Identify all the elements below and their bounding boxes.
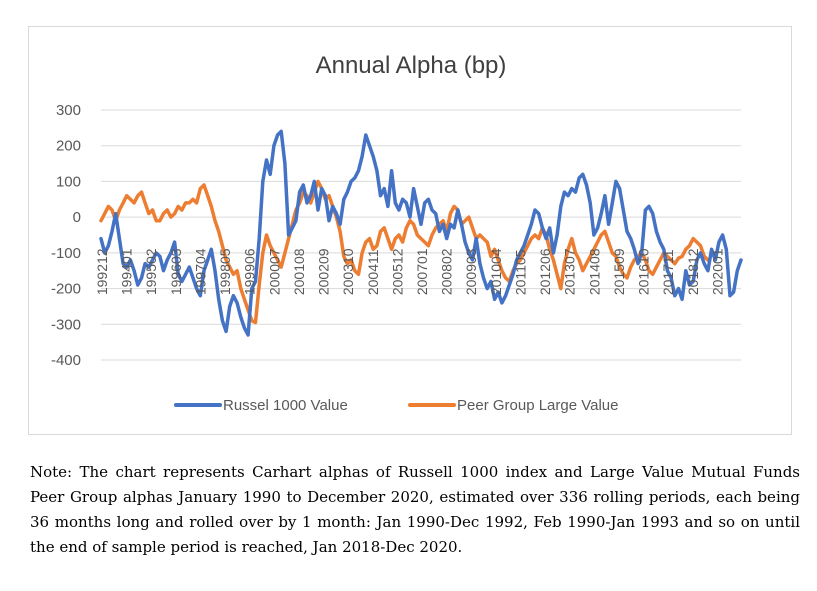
x-tick-label: 200903 — [463, 248, 479, 295]
x-tick-label: 201105 — [513, 249, 529, 295]
x-tick-label: 200802 — [439, 248, 455, 295]
series-lines — [99, 129, 743, 337]
x-tick-label: 199805 — [217, 248, 233, 295]
x-tick-label: 199704 — [193, 248, 209, 295]
y-tick-label: -100 — [51, 245, 81, 262]
x-tick-label: 201711 — [660, 249, 676, 295]
line-chart: Annual Alpha (bp) 300 200 100 0 -100 -200 -300… — [51, 52, 743, 414]
x-tick-label: 201812 — [685, 248, 701, 295]
y-tick-label: -400 — [51, 352, 81, 369]
x-tick-label: 202001 — [709, 248, 725, 295]
chart-title: Annual Alpha (bp) — [316, 52, 507, 79]
y-tick-label: 300 — [56, 102, 81, 119]
x-tick-label: 199906 — [242, 248, 258, 295]
y-tick-label: 100 — [56, 173, 81, 190]
x-tick-label: 200108 — [291, 248, 307, 295]
x-tick-label: 201206 — [537, 248, 553, 295]
series-line-1 — [99, 179, 710, 325]
x-tick-label: 200512 — [389, 248, 405, 295]
x-tick-label: 199401 — [119, 248, 135, 295]
y-tick-label: -300 — [51, 316, 81, 333]
y-tick-label: -200 — [51, 281, 81, 298]
x-tick-label: 200209 — [316, 248, 332, 295]
x-tick-label: 199603 — [168, 248, 184, 295]
y-axis-ticks: 300 200 100 0 -100 -200 -300 -400 — [51, 102, 81, 369]
legend-label-0: Russel 1000 Value — [223, 397, 348, 414]
x-tick-label: 201509 — [611, 248, 627, 295]
x-tick-label: 200701 — [414, 248, 430, 295]
x-tick-label: 199212 — [94, 248, 110, 295]
legend: Russel 1000 Value Peer Group Large Value — [174, 397, 619, 414]
x-tick-label: 201307 — [562, 248, 578, 295]
x-tick-label: 201610 — [636, 248, 652, 295]
x-tick-label: 200411 — [365, 249, 381, 295]
x-tick-label: 200007 — [266, 248, 282, 295]
chart-note: Note: The chart represents Carhart alpha… — [30, 463, 800, 556]
series-line-0 — [99, 129, 743, 337]
legend-label-1: Peer Group Large Value — [457, 397, 619, 414]
y-tick-label: 0 — [73, 209, 81, 226]
x-tick-label: 200310 — [340, 248, 356, 295]
x-axis-ticks: 199212 199401 199502 199603 199704 199805 1999… — [94, 248, 725, 295]
chart-container: Annual Alpha (bp) 300 200 100 0 -100 -200 -300… — [28, 26, 792, 435]
x-tick-label: 201408 — [586, 248, 602, 295]
x-tick-label: 201004 — [488, 248, 504, 295]
x-tick-label: 199502 — [143, 248, 159, 295]
gridlines — [101, 109, 741, 361]
y-tick-label: 200 — [56, 138, 81, 155]
